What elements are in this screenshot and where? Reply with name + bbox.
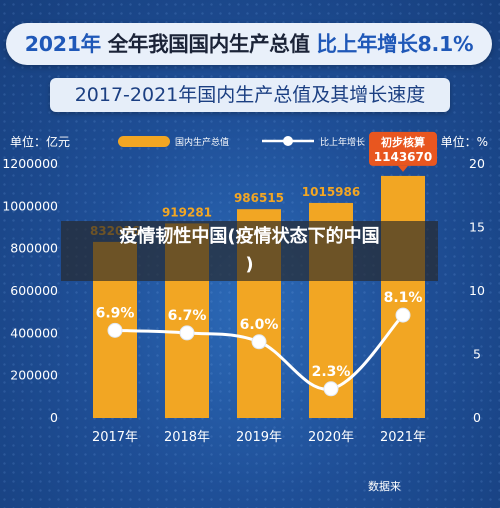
x-tick-label: 2019年 xyxy=(236,430,282,445)
headline-year: 2021年 xyxy=(24,32,101,56)
overlay-caption-line2: ) xyxy=(245,254,254,275)
legend-line-label: 比上年增长 xyxy=(320,136,365,148)
legend-bar-label: 国内生产总值 xyxy=(175,136,229,148)
callout-pointer xyxy=(398,165,408,172)
growth-label: 8.1% xyxy=(384,290,423,306)
bar xyxy=(381,175,425,418)
x-tick-label: 2021年 xyxy=(380,430,426,445)
x-tick-label: 2017年 xyxy=(92,430,138,445)
chart-title: 2017-2021年国内生产总值及其增长速度 xyxy=(50,78,450,112)
left-tick-label: 0 xyxy=(50,410,58,425)
right-tick-label: 10 xyxy=(469,283,485,298)
bar-value-label: 1015986 xyxy=(302,185,360,199)
overlay-caption: 疫情韧性中国(疫情状态下的中国 ) xyxy=(61,221,438,281)
source-label: 数据来 xyxy=(368,480,401,493)
callout-box xyxy=(369,131,437,166)
headline-banner: 2021年 全年我国国内生产总值 比上年增长8.1% xyxy=(6,23,492,65)
legend-line-marker xyxy=(283,136,293,146)
growth-point xyxy=(395,307,411,323)
growth-label: 2.3% xyxy=(312,364,351,380)
growth-point xyxy=(179,325,195,341)
right-tick-label: 0 xyxy=(473,410,481,425)
growth-point xyxy=(251,334,267,350)
x-tick-label: 2018年 xyxy=(164,430,210,445)
growth-label: 6.7% xyxy=(168,308,207,324)
callout-value: 1143670 xyxy=(374,150,432,164)
right-tick-label: 20 xyxy=(469,156,485,171)
bar-value-label: 919281 xyxy=(162,205,212,219)
headline-growth: 比上年增长8.1% xyxy=(316,32,474,56)
left-tick-label: 800000 xyxy=(10,241,58,256)
left-tick-label: 200000 xyxy=(10,368,58,383)
bar-value-label: 986515 xyxy=(234,191,284,205)
left-tick-label: 1000000 xyxy=(2,198,58,213)
growth-label: 6.0% xyxy=(240,317,279,333)
overlay-caption-line1: 疫情韧性中国(疫情状态下的中国 xyxy=(119,226,380,247)
x-tick-label: 2020年 xyxy=(308,430,354,445)
callout-title: 初步核算 xyxy=(381,135,425,149)
right-tick-label: 5 xyxy=(473,347,481,362)
left-axis-title: 单位：亿元 xyxy=(10,134,70,149)
headline-subject: 全年我国国内生产总值 xyxy=(107,32,310,56)
growth-point xyxy=(323,381,339,397)
left-tick-label: 600000 xyxy=(10,283,58,298)
right-axis-title: 单位：% xyxy=(441,134,488,149)
right-tick-label: 15 xyxy=(469,220,485,235)
left-tick-label: 400000 xyxy=(10,325,58,340)
growth-point xyxy=(107,322,123,338)
growth-label: 6.9% xyxy=(96,305,135,321)
left-tick-label: 1200000 xyxy=(2,156,58,171)
legend-bar-swatch xyxy=(118,136,170,147)
growth-line xyxy=(114,314,405,391)
